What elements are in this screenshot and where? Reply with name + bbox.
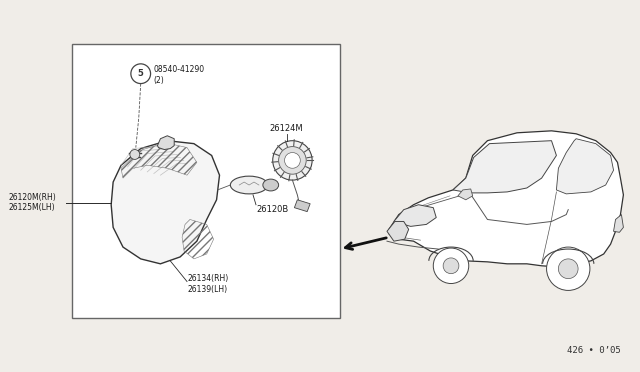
Polygon shape xyxy=(389,131,623,267)
Polygon shape xyxy=(157,136,174,150)
Text: 26120B: 26120B xyxy=(256,205,288,214)
Text: 26124M: 26124M xyxy=(269,124,303,133)
Circle shape xyxy=(273,141,312,180)
Polygon shape xyxy=(614,215,623,232)
Text: 5: 5 xyxy=(138,69,143,78)
Ellipse shape xyxy=(230,176,268,194)
Polygon shape xyxy=(294,200,310,212)
Polygon shape xyxy=(387,221,409,241)
Polygon shape xyxy=(394,205,436,227)
Text: 426 • 0’05: 426 • 0’05 xyxy=(566,346,620,355)
Circle shape xyxy=(558,259,578,279)
Circle shape xyxy=(547,247,590,291)
Text: 26125M(LH): 26125M(LH) xyxy=(9,203,55,212)
Circle shape xyxy=(131,64,150,84)
Circle shape xyxy=(278,147,306,174)
Text: 26139(LH): 26139(LH) xyxy=(187,285,227,294)
Text: 26120M(RH): 26120M(RH) xyxy=(9,193,56,202)
Polygon shape xyxy=(458,189,473,200)
Text: 08540-41290: 08540-41290 xyxy=(154,65,205,74)
Text: 26134(RH): 26134(RH) xyxy=(187,274,228,283)
Bar xyxy=(72,44,340,318)
Circle shape xyxy=(443,258,459,274)
Polygon shape xyxy=(556,139,614,194)
Circle shape xyxy=(285,153,300,168)
Polygon shape xyxy=(111,141,220,264)
Polygon shape xyxy=(453,141,556,193)
Circle shape xyxy=(433,248,468,283)
Ellipse shape xyxy=(263,179,278,191)
Circle shape xyxy=(130,150,140,160)
Text: (2): (2) xyxy=(154,76,164,85)
